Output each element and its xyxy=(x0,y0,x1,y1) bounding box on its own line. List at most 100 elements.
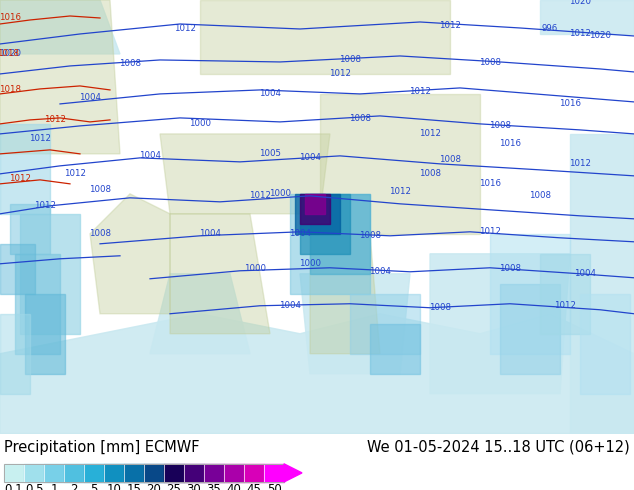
Text: 1018: 1018 xyxy=(0,49,19,58)
Text: 1000: 1000 xyxy=(299,259,321,269)
Bar xyxy=(64,464,84,482)
Polygon shape xyxy=(430,254,570,393)
Text: 1004: 1004 xyxy=(79,94,101,102)
Text: 1004: 1004 xyxy=(574,270,596,278)
Text: 1000: 1000 xyxy=(244,264,266,273)
Bar xyxy=(44,464,64,482)
Text: 30: 30 xyxy=(186,483,202,490)
Text: 1012: 1012 xyxy=(29,134,51,144)
Bar xyxy=(300,194,350,254)
Polygon shape xyxy=(320,94,480,234)
Bar xyxy=(295,194,340,234)
Bar xyxy=(144,464,164,482)
Text: 45: 45 xyxy=(247,483,261,490)
Text: 35: 35 xyxy=(207,483,221,490)
Polygon shape xyxy=(0,314,634,434)
Text: 1005: 1005 xyxy=(259,149,281,158)
Text: 1012: 1012 xyxy=(389,187,411,196)
Polygon shape xyxy=(310,234,380,354)
Text: 10: 10 xyxy=(107,483,122,490)
Text: 2: 2 xyxy=(70,483,78,490)
Text: 1020: 1020 xyxy=(0,49,21,58)
Text: 20: 20 xyxy=(146,483,162,490)
Text: 1008: 1008 xyxy=(119,59,141,69)
Text: 996: 996 xyxy=(542,24,558,33)
Bar xyxy=(0,314,30,393)
Bar xyxy=(305,194,325,214)
Text: 1012: 1012 xyxy=(44,116,66,124)
Text: 1004: 1004 xyxy=(199,229,221,238)
Text: 1008: 1008 xyxy=(349,114,371,123)
Text: 1004: 1004 xyxy=(299,153,321,162)
Text: 1008: 1008 xyxy=(89,185,111,195)
Text: 1016: 1016 xyxy=(499,139,521,148)
Bar xyxy=(350,294,420,354)
Polygon shape xyxy=(570,134,634,434)
Polygon shape xyxy=(160,134,330,214)
Polygon shape xyxy=(150,274,250,354)
Text: 1012: 1012 xyxy=(554,301,576,310)
Text: 1000: 1000 xyxy=(269,189,291,198)
Text: 1020: 1020 xyxy=(589,31,611,41)
Text: 40: 40 xyxy=(226,483,242,490)
Bar xyxy=(224,464,244,482)
Text: 1008: 1008 xyxy=(429,303,451,312)
Bar xyxy=(24,464,44,482)
Text: 1004: 1004 xyxy=(369,267,391,276)
Bar xyxy=(124,464,144,482)
Text: 1008: 1008 xyxy=(499,264,521,273)
Bar xyxy=(300,194,330,224)
Text: 1020: 1020 xyxy=(569,0,591,6)
Text: 1008: 1008 xyxy=(89,229,111,238)
Polygon shape xyxy=(200,0,450,74)
Text: 1016: 1016 xyxy=(559,99,581,108)
Bar xyxy=(290,194,370,294)
Text: 1004: 1004 xyxy=(259,89,281,98)
Text: 1008: 1008 xyxy=(339,55,361,65)
Bar xyxy=(204,464,224,482)
Bar xyxy=(20,214,80,334)
Text: 15: 15 xyxy=(127,483,141,490)
Text: 1012: 1012 xyxy=(174,24,196,33)
Text: We 01-05-2024 15..18 UTC (06+12): We 01-05-2024 15..18 UTC (06+12) xyxy=(367,440,630,455)
Bar xyxy=(0,124,50,214)
Text: 50: 50 xyxy=(267,483,281,490)
Text: 1004: 1004 xyxy=(279,301,301,310)
Bar xyxy=(310,194,370,274)
Text: 1012: 1012 xyxy=(9,174,31,183)
Bar xyxy=(84,464,104,482)
Text: 1016: 1016 xyxy=(0,14,21,23)
Bar xyxy=(10,204,50,254)
Text: 0.5: 0.5 xyxy=(25,483,43,490)
Text: 1008: 1008 xyxy=(439,155,461,164)
Text: 1004: 1004 xyxy=(289,229,311,238)
Bar xyxy=(0,244,35,294)
Text: 1008: 1008 xyxy=(479,58,501,68)
Text: 1012: 1012 xyxy=(479,227,501,236)
Polygon shape xyxy=(284,464,302,482)
Text: 1008: 1008 xyxy=(489,122,511,130)
Text: 1012: 1012 xyxy=(249,191,271,200)
Bar xyxy=(104,464,124,482)
Bar xyxy=(580,294,630,393)
Polygon shape xyxy=(0,0,120,154)
Text: 1018: 1018 xyxy=(0,85,21,95)
Text: Precipitation [mm] ECMWF: Precipitation [mm] ECMWF xyxy=(4,440,200,455)
Bar xyxy=(15,254,60,354)
Text: 1012: 1012 xyxy=(419,129,441,138)
Polygon shape xyxy=(0,0,120,54)
Bar xyxy=(184,464,204,482)
Text: 1008: 1008 xyxy=(359,231,381,240)
Text: 5: 5 xyxy=(90,483,98,490)
Text: 0.1: 0.1 xyxy=(4,483,23,490)
Text: 1012: 1012 xyxy=(569,159,591,169)
Polygon shape xyxy=(170,214,270,334)
Bar xyxy=(500,284,560,374)
Bar xyxy=(264,464,284,482)
Polygon shape xyxy=(90,194,170,314)
Bar xyxy=(25,294,65,374)
Text: 1012: 1012 xyxy=(64,170,86,178)
Text: 1008: 1008 xyxy=(529,191,551,200)
Text: 1016: 1016 xyxy=(479,179,501,188)
Text: 1004: 1004 xyxy=(139,151,161,160)
